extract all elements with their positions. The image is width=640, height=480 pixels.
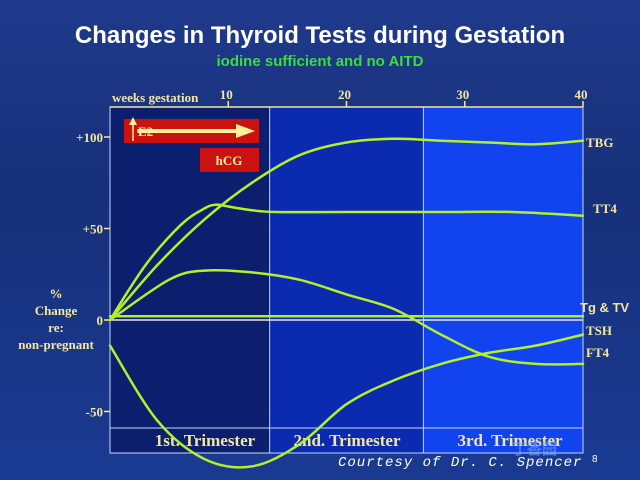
series-line-tt4 — [108, 203, 585, 322]
y-axis-label-line: Change — [35, 303, 78, 318]
series-label: FT4 — [586, 345, 610, 360]
slide-title: Changes in Thyroid Tests during Gestatio… — [74, 22, 566, 49]
series-label: TT4 — [593, 201, 617, 216]
series-label: TSH — [586, 323, 612, 338]
trimester-label: 3rd. Trimester — [457, 431, 563, 450]
y-tick-label: -50 — [86, 405, 103, 420]
y-tick-label: +100 — [76, 130, 103, 145]
series-label: TBG — [586, 135, 613, 150]
series-line-tsh — [108, 268, 585, 366]
e2-up-arrow-head — [129, 117, 137, 125]
e2-arrow-head — [236, 124, 255, 138]
y-axis-label-line: non-pregnant — [18, 337, 94, 352]
e2-label: E2 — [138, 124, 153, 139]
y-axis-label-line: % — [50, 286, 63, 301]
trimester-label: 1st. Trimester — [155, 431, 256, 450]
slide-subtitle: iodine sufficient and no AITD — [216, 53, 424, 70]
series-label: Tg & TV — [580, 300, 629, 315]
y-tick-label: 0 — [97, 313, 104, 328]
series-line-tbg — [108, 137, 585, 322]
hcg-label: hCG — [216, 153, 243, 168]
x-tick-label: 30 — [456, 87, 469, 102]
x-tick-label: 20 — [338, 87, 351, 102]
y-tick-label: +50 — [83, 222, 103, 237]
x-axis-label: weeks gestation — [112, 90, 199, 105]
x-tick-label: 10 — [220, 87, 233, 102]
courtesy-credit: Courtesy of Dr. C. Spencer — [338, 455, 583, 471]
series-line-ft4 — [108, 333, 585, 469]
trimester-region — [423, 107, 583, 453]
slide-number: 8 — [592, 454, 598, 465]
watermark-logo: 丁香园 — [512, 441, 558, 458]
hcg-marker-box — [200, 148, 259, 172]
x-tick-label: 40 — [575, 87, 588, 102]
y-axis-label-line: re: — [48, 320, 64, 335]
trimester-label: 2nd. Trimester — [293, 431, 400, 450]
